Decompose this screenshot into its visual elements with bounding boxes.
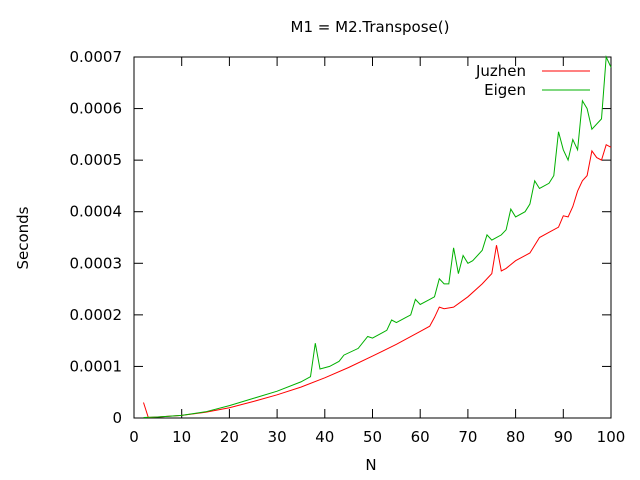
- legend-label-eigen: Eigen: [484, 81, 526, 99]
- series-line-juzhen: [143, 143, 612, 419]
- y-tick-label: 0.0002: [70, 306, 123, 324]
- legend-label-juzhen: Juzhen: [475, 62, 526, 80]
- x-tick-label: 100: [597, 428, 626, 446]
- x-tick-label: 70: [458, 428, 477, 446]
- y-tick-label: 0.0006: [70, 100, 123, 118]
- series-line-eigen: [143, 55, 612, 418]
- x-tick-label: 10: [172, 428, 191, 446]
- x-tick-label: 50: [363, 428, 382, 446]
- series-group: [143, 55, 612, 419]
- y-axis-label: Seconds: [14, 206, 32, 269]
- x-tick-label: 80: [506, 428, 525, 446]
- y-tick-label: 0: [112, 409, 122, 427]
- x-axis-label: N: [365, 456, 376, 474]
- x-tick-label: 20: [220, 428, 239, 446]
- x-tick-label: 90: [554, 428, 573, 446]
- x-tick-label: 40: [315, 428, 334, 446]
- x-tick-label: 60: [411, 428, 430, 446]
- x-tick-label: 30: [268, 428, 287, 446]
- tick-group: 0 10 20 30 40 50 60 70 80 90 100 0 0.0001 0.0002 0.000…: [70, 48, 626, 446]
- y-tick-label: 0.0001: [70, 357, 123, 375]
- y-tick-label: 0.0007: [70, 48, 123, 66]
- x-tick-label: 0: [129, 428, 139, 446]
- y-tick-label: 0.0003: [70, 254, 123, 272]
- y-tick-label: 0.0004: [70, 203, 123, 221]
- chart-title: M1 = M2.Transpose(): [291, 18, 450, 36]
- y-tick-label: 0.0005: [70, 151, 123, 169]
